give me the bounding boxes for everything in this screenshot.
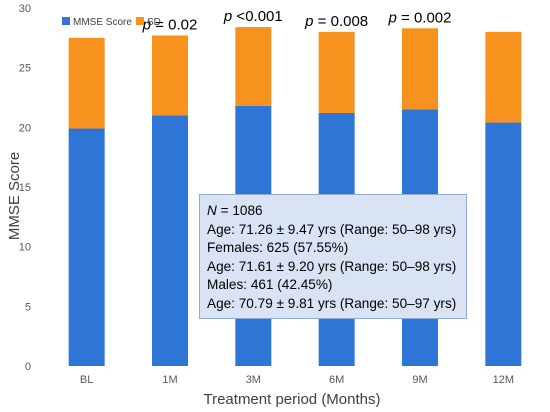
sd-bar-12m bbox=[485, 31, 522, 123]
n-line: N = 1086 bbox=[207, 202, 460, 221]
y-tick-label: 20 bbox=[19, 122, 31, 134]
n-label: N bbox=[207, 203, 217, 218]
x-tick-label: 12M bbox=[493, 374, 514, 386]
x-axis-title: Treatment period (Months) bbox=[203, 391, 380, 408]
x-tick-label: 3M bbox=[246, 374, 261, 386]
x-tick-label: 9M bbox=[412, 374, 427, 386]
y-axis-ticks: 0 5 10 15 20 25 30 bbox=[19, 3, 31, 373]
y-tick-label: 15 bbox=[19, 182, 31, 194]
x-tick-label: BL bbox=[80, 374, 93, 386]
p-value-labels: p = 0.02 p <0.001 p = 0.008 p = 0.002 bbox=[142, 8, 452, 33]
sd-bar-6m bbox=[318, 31, 355, 114]
mmse-bar-12m bbox=[485, 122, 522, 366]
sd-bar-bl bbox=[68, 37, 105, 129]
x-axis-ticks: BL 1M 3M 6M 9M 12M bbox=[80, 374, 514, 386]
sd-bar-9m bbox=[402, 28, 438, 110]
y-tick-label: 0 bbox=[25, 361, 31, 373]
y-tick-label: 30 bbox=[19, 3, 31, 15]
legend: MMSE Score SD bbox=[62, 17, 161, 28]
age-all-line: Age: 71.26 ± 9.47 yrs (Range: 50–98 yrs) bbox=[207, 221, 457, 237]
females-line: Females: 625 (57.55%) bbox=[207, 240, 349, 256]
males-line: Males: 461 (42.45%) bbox=[207, 277, 333, 293]
mmse-bar-1m bbox=[152, 115, 188, 367]
sample-summary-box: N = 1086 Age: 71.26 ± 9.47 yrs (Range: 5… bbox=[199, 194, 467, 319]
y-tick-label: 10 bbox=[19, 242, 31, 254]
sd-bar-1m bbox=[152, 35, 188, 116]
y-axis-title: MMSE Score bbox=[6, 152, 23, 240]
p-value-label: p <0.001 bbox=[223, 8, 283, 25]
p-value-label: p = 0.008 bbox=[304, 13, 368, 30]
p-value-label: p = 0.02 bbox=[142, 16, 198, 33]
legend-label: SD bbox=[147, 17, 161, 28]
n-value: = 1086 bbox=[216, 203, 263, 218]
mmse-bar-bl bbox=[68, 128, 105, 366]
age-males-line: Age: 70.79 ± 9.81 yrs (Range: 50–97 yrs) bbox=[207, 295, 457, 311]
legend-swatch bbox=[136, 17, 144, 25]
y-tick-label: 5 bbox=[25, 301, 31, 313]
sd-bar-3m bbox=[235, 27, 272, 106]
x-tick-label: 1M bbox=[162, 374, 177, 386]
legend-label: MMSE Score bbox=[73, 17, 132, 28]
p-value-label: p = 0.002 bbox=[388, 9, 452, 26]
y-tick-label: 25 bbox=[19, 63, 31, 75]
legend-swatch bbox=[62, 17, 70, 25]
bars bbox=[68, 27, 522, 367]
age-females-line: Age: 71.61 ± 9.20 yrs (Range: 50–98 yrs) bbox=[207, 258, 457, 274]
x-tick-label: 6M bbox=[329, 374, 344, 386]
